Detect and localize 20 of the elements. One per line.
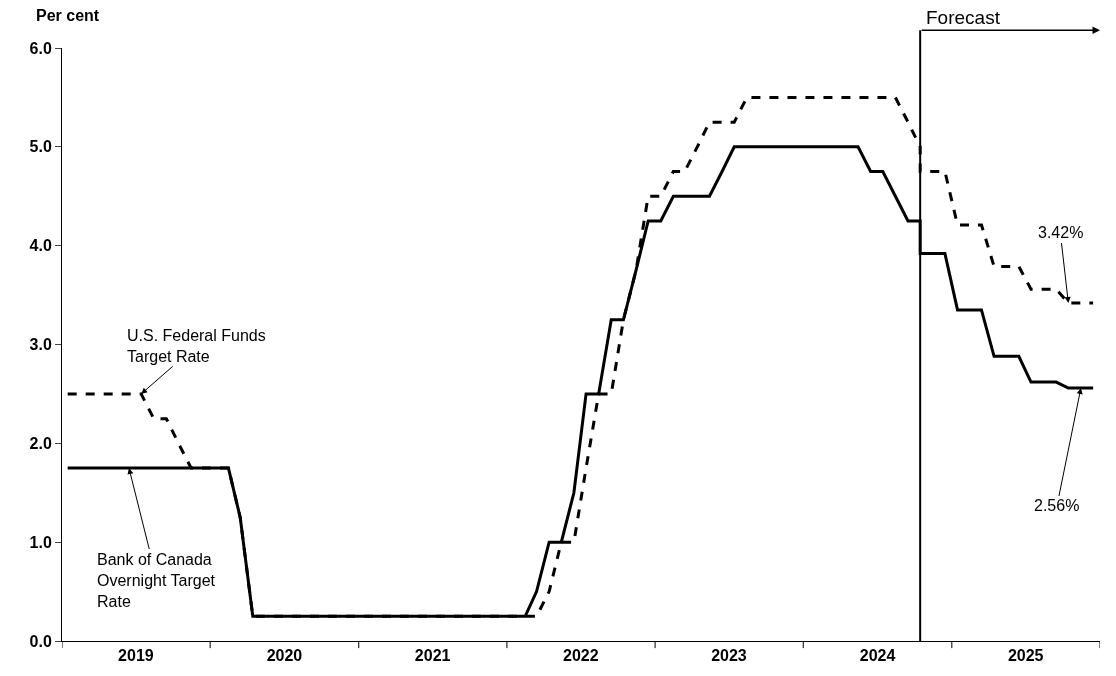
y-tick-label: 5.0 [29,138,52,156]
y-tick-label: 3.0 [29,336,52,354]
x-tick-label: 2024 [859,647,896,665]
x-tick-label: 2023 [711,647,747,665]
y-tick-label: 0.0 [29,632,52,650]
annotation: 2.56% [1034,497,1080,514]
x-tick-label: 2025 [1007,647,1044,665]
x-tick-label: 2022 [563,647,599,665]
y-tick-label: 6.0 [29,39,52,57]
annotation: 3.42% [1038,224,1084,241]
x-tick-label: 2020 [266,647,303,665]
y-tick-label: 2.0 [29,434,52,452]
y-tick-label: 4.0 [29,237,52,255]
annotation: U.S. Federal Funds Target Rate [127,327,266,365]
y-tick-label: 1.0 [29,533,52,551]
annotation: Bank of Canada Overnight Target Rate [97,551,216,610]
x-tick-label: 2019 [118,647,154,665]
x-tick-label: 2021 [414,647,451,665]
ref-line-label: Forecast [926,7,1001,28]
y-axis-title: Per cent [36,7,100,24]
